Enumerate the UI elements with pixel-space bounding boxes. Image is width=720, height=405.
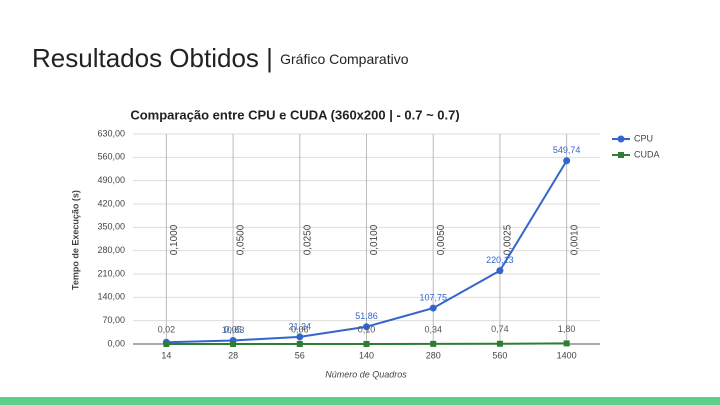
value-label: 0,10 [358,324,376,334]
x-tick-label: 140 [359,350,374,360]
value-label: 0,02 [158,324,176,334]
point [363,323,370,331]
point [230,340,237,347]
y-tick-label: 210,00 [97,268,125,278]
value-label: 1,80 [558,324,576,334]
x-tick-label: 280 [426,350,441,360]
point [496,340,503,347]
chart-title: Comparação entre CPU e CUDA (360x200 | -… [130,107,459,122]
footer-strip [0,397,720,405]
x-tick-label: 560 [492,350,507,360]
y-tick-label: 140,00 [97,292,125,302]
annotation: 0,0050 [436,224,447,255]
value-label: 107,75 [419,292,447,302]
point [296,333,304,341]
x-axis-label: Número de Quadros [325,369,407,379]
y-tick-label: 280,00 [97,245,125,255]
y-tick-label: 70,00 [102,315,125,325]
y-tick-label: 350,00 [97,222,125,232]
slide-title-main: Resultados Obtidos | [32,43,280,73]
value-label: 549,74 [553,145,581,155]
y-tick-label: 420,00 [97,198,125,208]
annotation: 0,0025 [503,224,514,255]
y-tick-label: 490,00 [97,175,125,185]
point [563,340,570,347]
value-label: 0,74 [491,324,509,334]
x-tick-label: 56 [295,350,305,360]
annotation: 0,0010 [569,224,580,255]
value-label: 51,86 [355,311,378,321]
legend-label: CUDA [634,149,660,159]
value-label: 0,34 [424,324,442,334]
annotation: 0,1000 [169,224,180,255]
point [163,340,170,347]
legend-label: CPU [634,133,653,143]
point [429,304,437,312]
y-axis-label: Tempo de Execução (s) [70,190,80,290]
annotation: 0,0250 [302,224,313,255]
value-label: 0,06 [291,324,309,334]
annotation: 0,0500 [236,224,247,255]
annotation: 0,0100 [369,224,380,255]
x-tick-label: 1400 [557,350,577,360]
value-label: 21,24 [289,321,312,331]
legend-marker [618,152,624,158]
point [296,340,303,347]
x-tick-label: 28 [228,350,238,360]
legend-marker [617,135,625,143]
slide-subtitle: Gráfico Comparativo [280,51,409,67]
value-label: 0,05 [224,324,242,334]
point [496,267,504,275]
value-label: 220,13 [486,255,514,265]
point [363,340,370,347]
x-tick-label: 14 [161,350,171,360]
value-label: 10,63 [222,325,245,335]
y-tick-label: 0,00 [107,338,125,348]
y-tick-label: 560,00 [97,152,125,162]
point [563,157,571,165]
slide-title: Resultados Obtidos | Gráfico Comparativo [32,43,409,73]
y-tick-label: 630,00 [97,128,125,138]
point [430,340,437,347]
